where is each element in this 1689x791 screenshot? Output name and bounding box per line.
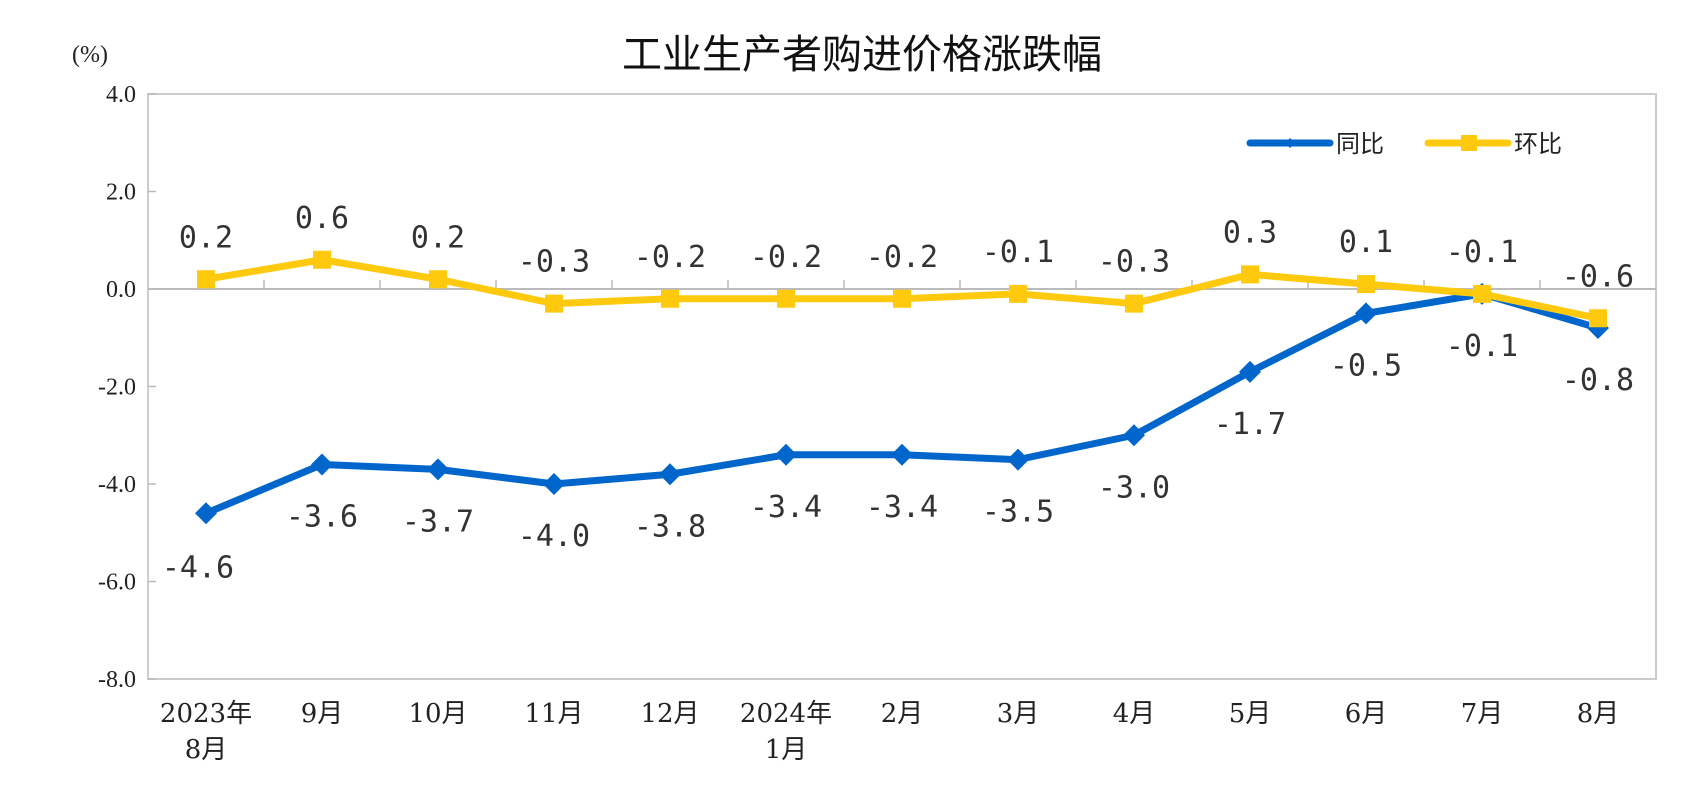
x-tick-label: 6月	[1345, 699, 1388, 729]
data-label: -0.8	[1562, 363, 1634, 398]
x-tick-label: 2023年	[160, 699, 252, 729]
data-label: 0.3	[1223, 215, 1277, 250]
y-tick-label: -2.0	[98, 375, 136, 401]
series-环比: 0.2 0.6 0.2 -0.3 -0.2 -0.2 -0.2 -0.1 -0.3 0.3 0.1 -…	[179, 201, 1634, 328]
data-label: 0.2	[179, 220, 233, 255]
data-point	[429, 270, 447, 289]
y-tick-label: 4.0	[106, 82, 136, 108]
data-label: -0.3	[1098, 245, 1170, 280]
x-tick-label: 7月	[1461, 699, 1504, 729]
data-label: -0.2	[750, 240, 822, 275]
data-point	[1239, 360, 1261, 383]
x-tick-label: 1月	[765, 735, 808, 765]
legend-item-同比: 同比	[1246, 130, 1384, 158]
y-tick-label: 0.0	[106, 277, 136, 303]
y-tick-label: -4.0	[98, 472, 136, 498]
data-point	[543, 473, 565, 495]
data-point	[311, 453, 333, 476]
data-label: -3.4	[866, 490, 938, 525]
data-point	[545, 294, 563, 313]
data-label: -3.8	[634, 509, 706, 544]
data-point	[1241, 265, 1259, 284]
y-tick-label: -6.0	[98, 570, 136, 596]
data-point	[893, 289, 911, 308]
data-point	[1357, 275, 1375, 294]
data-label: -3.7	[402, 504, 474, 539]
data-point	[1007, 448, 1029, 471]
data-label: -3.5	[982, 495, 1054, 530]
legend-marker	[1285, 138, 1295, 148]
data-point	[891, 443, 913, 466]
series-同比: -4.6 -3.6 -3.7 -4.0 -3.8 -3.4 -3.4 -3.5 -3.0 -1.7…	[162, 282, 1634, 585]
x-tick-label: 8月	[1577, 699, 1620, 729]
data-label: -0.2	[866, 240, 938, 275]
y-tick-label: 2.0	[106, 180, 136, 206]
data-point	[313, 250, 331, 269]
x-tick-label: 5月	[1229, 699, 1272, 729]
data-label: -4.0	[518, 519, 590, 554]
x-tick-label: 2024年	[740, 699, 832, 729]
x-tick-label: 11月	[524, 699, 583, 729]
data-label: -0.1	[982, 235, 1054, 270]
data-label: 0.2	[411, 220, 465, 255]
data-point	[195, 502, 217, 525]
data-label: -0.1	[1446, 329, 1518, 364]
x-tick-label: 8月	[185, 735, 228, 765]
data-point	[197, 270, 215, 289]
x-tick-label: 9月	[301, 699, 344, 729]
data-label: -0.5	[1330, 348, 1402, 383]
data-label: -3.6	[286, 500, 358, 535]
legend: 同比 环比	[1246, 130, 1562, 158]
legend-label: 环比	[1514, 130, 1562, 158]
data-point	[775, 443, 797, 466]
chart-title: 工业生产者购进价格涨跌幅	[622, 32, 1102, 78]
legend-marker	[1461, 135, 1477, 151]
data-label: -3.0	[1098, 470, 1170, 505]
data-label: -0.1	[1446, 235, 1518, 270]
series-line	[204, 290, 1599, 517]
data-label: 0.1	[1339, 225, 1393, 260]
data-label: -4.6	[162, 550, 234, 585]
data-point	[777, 289, 795, 308]
x-tick-label: 3月	[997, 699, 1040, 729]
data-point	[1589, 309, 1607, 328]
data-label: -0.2	[634, 240, 706, 275]
data-point	[1123, 424, 1145, 447]
data-point	[1355, 302, 1377, 325]
plot-area	[147, 93, 1657, 680]
x-tick-label: 4月	[1113, 699, 1156, 729]
data-label: -3.4	[750, 490, 822, 525]
data-point	[427, 458, 449, 481]
data-label: -1.7	[1214, 407, 1286, 442]
data-point	[661, 289, 679, 308]
x-tick-label: 10月	[408, 699, 467, 729]
data-label: 0.6	[295, 201, 349, 236]
x-tick-label: 2月	[881, 699, 924, 729]
data-point	[1125, 294, 1143, 313]
y-axis-unit: (%)	[72, 42, 108, 68]
data-point	[659, 463, 681, 486]
legend-item-环比: 环比	[1424, 130, 1562, 158]
x-tick-label: 12月	[640, 699, 699, 729]
y-tick-label: -8.0	[98, 667, 136, 693]
data-point	[1009, 284, 1027, 303]
data-label: -0.3	[518, 245, 590, 280]
legend-label: 同比	[1336, 130, 1384, 158]
data-label: -0.6	[1562, 259, 1634, 294]
data-point	[1473, 284, 1491, 303]
